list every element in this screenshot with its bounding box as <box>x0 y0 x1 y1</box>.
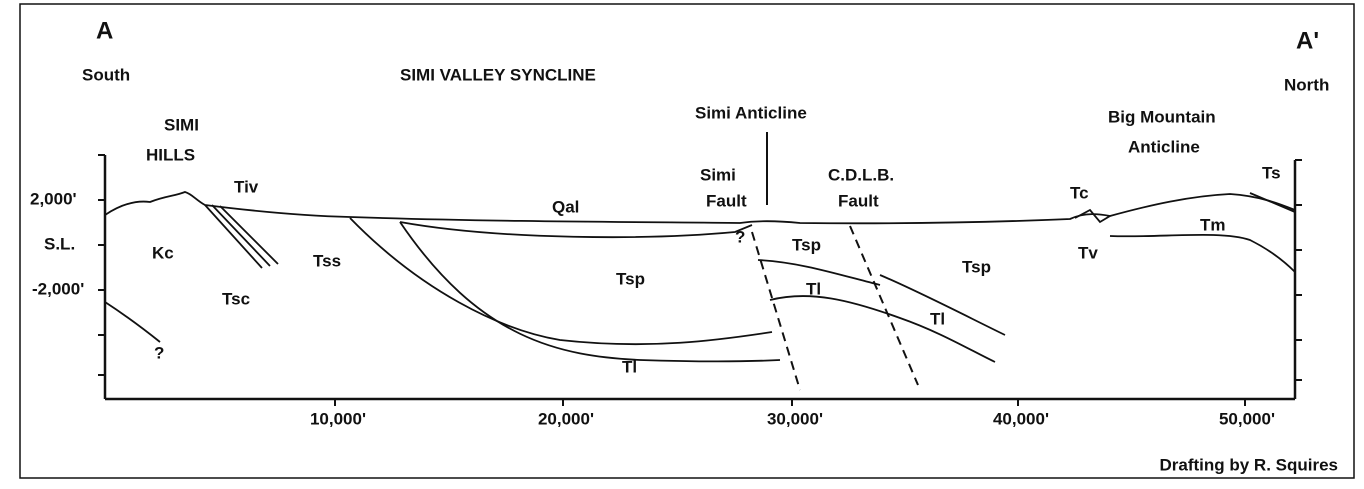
end-direction: South <box>82 65 130 84</box>
unit-label: Ts <box>1262 163 1281 182</box>
credit: Drafting by R. Squires <box>1159 455 1338 474</box>
place-label: Anticline <box>1128 137 1200 156</box>
axes: 2,000' S.L. -2,000' 10,000' 20,000' 30,0… <box>30 155 1302 428</box>
x-label: 10,000' <box>310 409 366 428</box>
x-label: 30,000' <box>767 409 823 428</box>
unit-label: Tss <box>313 251 341 270</box>
qal-base <box>400 222 752 237</box>
unit-label: ? <box>154 343 164 362</box>
ground-surface <box>105 192 1295 223</box>
kc-base <box>105 302 160 342</box>
end-letter: A <box>96 17 113 44</box>
x-label: 20,000' <box>538 409 594 428</box>
place-label: SIMI <box>164 115 199 134</box>
frame <box>20 4 1354 478</box>
end-direction: North <box>1284 75 1329 94</box>
unit-label: Tl <box>930 309 945 328</box>
cross-section: A South A' North SIMI VALLEY SYNCLINE SI… <box>0 0 1364 489</box>
unit-label: Tm <box>1200 215 1226 234</box>
unit-label: Kc <box>152 243 174 262</box>
place-label: Simi Anticline <box>695 103 807 122</box>
y-label: S.L. <box>44 234 75 253</box>
place-label: C.D.L.B. <box>828 165 894 184</box>
unit-label: Tv <box>1078 243 1098 262</box>
place-label: Fault <box>838 191 879 210</box>
tl-base <box>400 222 780 362</box>
unit-label: Tsc <box>222 289 250 308</box>
fault-line <box>752 226 918 390</box>
unit-label: Tiv <box>234 177 259 196</box>
unit-label: Tsp <box>616 269 645 288</box>
unit-label: Qal <box>552 197 579 216</box>
north-beds <box>1075 193 1295 272</box>
place-label: HILLS <box>146 145 195 164</box>
title: SIMI VALLEY SYNCLINE <box>400 65 596 84</box>
ticks <box>98 155 1302 406</box>
y-label: -2,000' <box>32 279 84 298</box>
place-label: Simi <box>700 165 736 184</box>
unit-label: Tc <box>1070 183 1089 202</box>
unit-label: Tsp <box>792 235 821 254</box>
tiv-beds <box>205 205 278 268</box>
place-label: Big Mountain <box>1108 107 1216 126</box>
end-letter: A' <box>1296 27 1319 54</box>
x-label: 40,000' <box>993 409 1049 428</box>
place-label: Fault <box>706 191 747 210</box>
y-label: 2,000' <box>30 189 77 208</box>
unit-label: Tsp <box>962 257 991 276</box>
x-label: 50,000' <box>1219 409 1275 428</box>
